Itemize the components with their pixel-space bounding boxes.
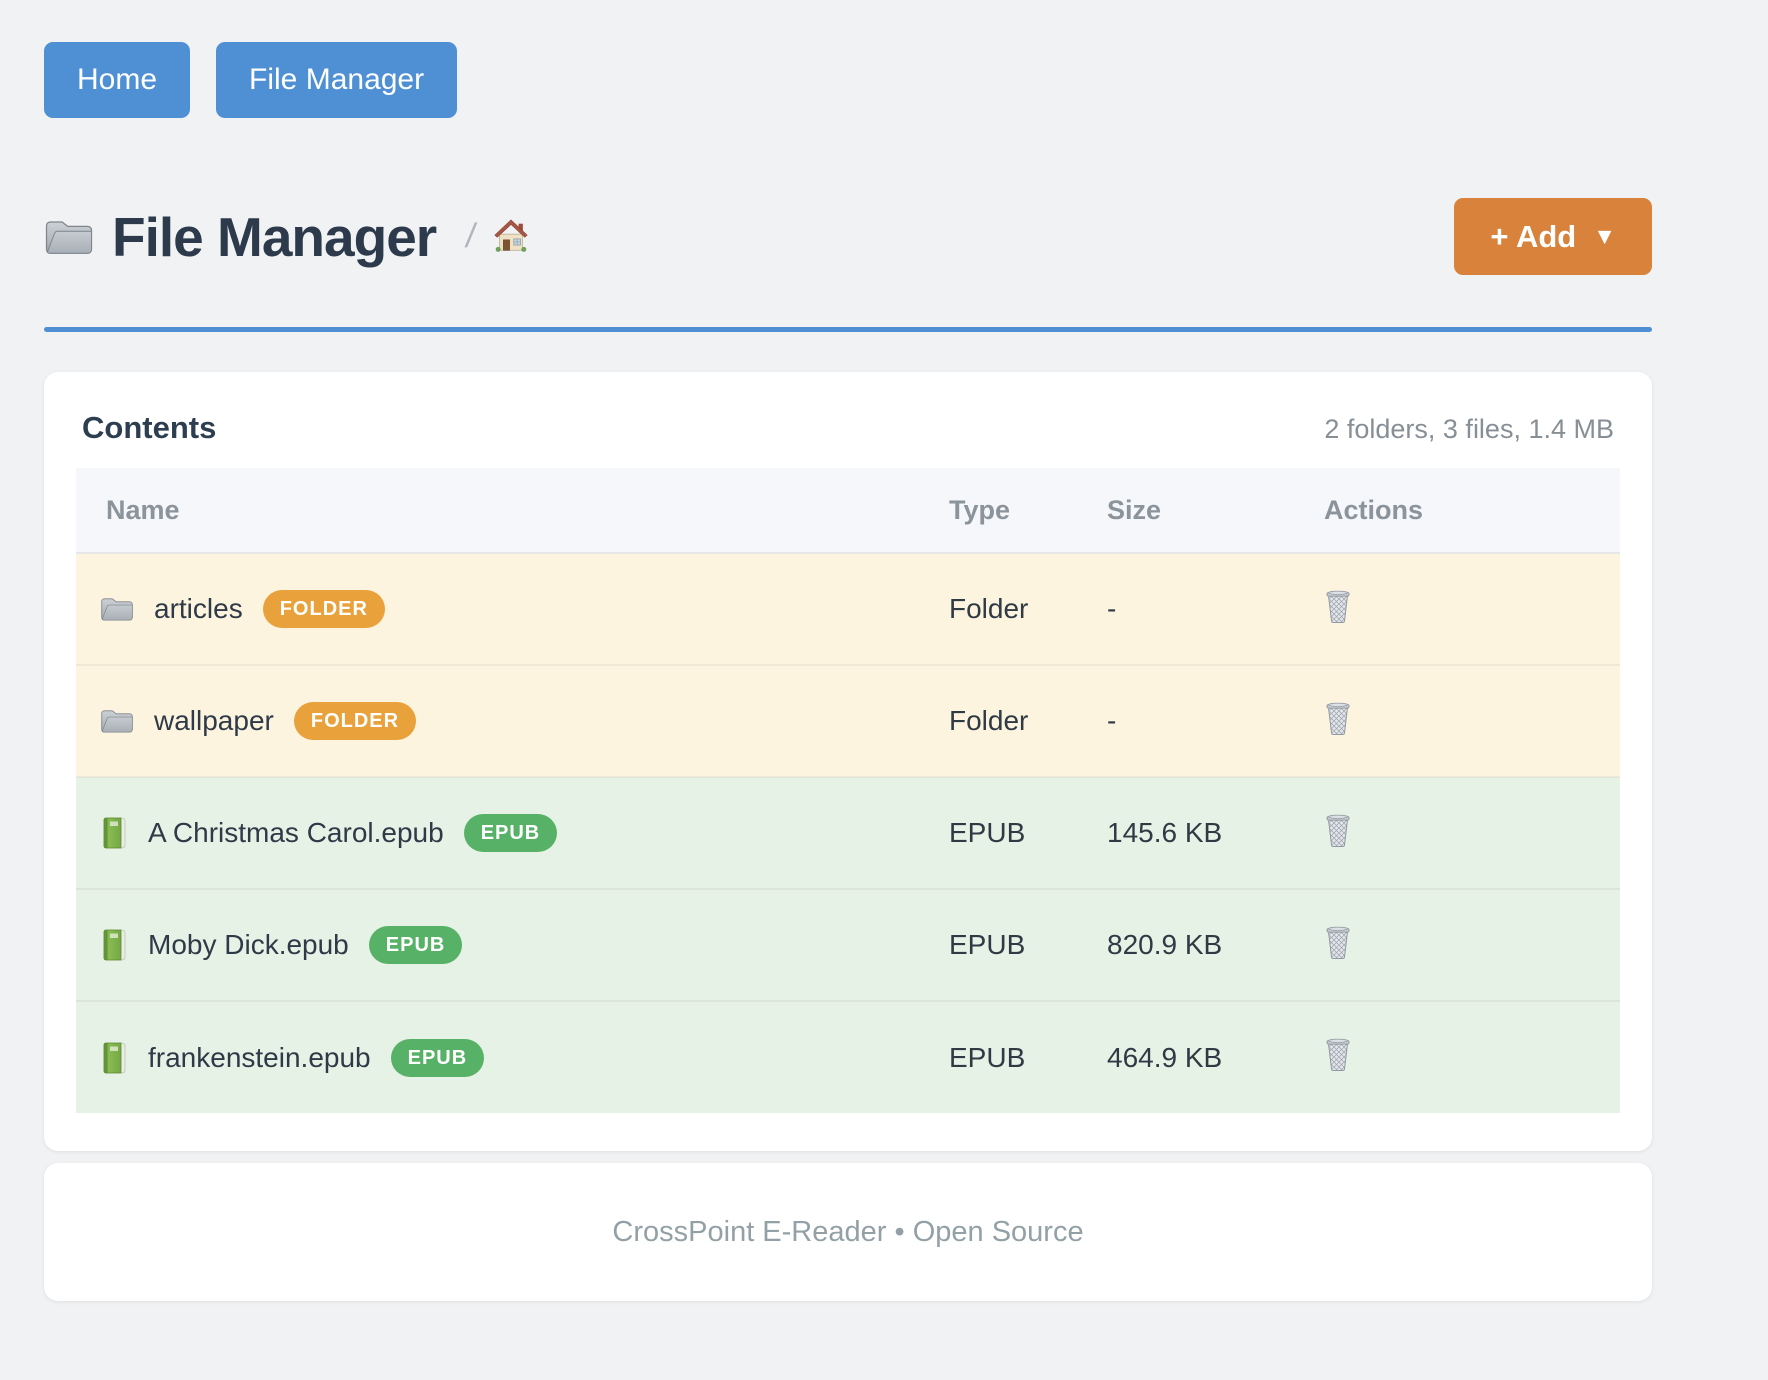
add-button[interactable]: + Add ▼: [1454, 198, 1652, 275]
delete-button[interactable]: [1324, 701, 1352, 735]
row-name-link[interactable]: A Christmas Carol.epub EPUB: [100, 814, 936, 852]
contents-table: Name Type Size Actions articles FOLDER F…: [76, 468, 1620, 1113]
green-book-icon: [100, 817, 128, 849]
trash-icon: [1324, 1037, 1352, 1071]
page-title: File Manager: [112, 205, 437, 268]
delete-button[interactable]: [1324, 589, 1352, 623]
contents-heading: Contents: [82, 410, 217, 445]
table-row[interactable]: articles FOLDER Folder -: [76, 553, 1620, 665]
add-button-label: + Add: [1490, 218, 1577, 254]
footer-card: CrossPoint E-Reader • Open Source: [44, 1163, 1652, 1301]
title-wrap: File Manager /: [44, 205, 530, 269]
row-size: -: [1094, 553, 1290, 665]
table-row[interactable]: A Christmas Carol.epub EPUB EPUB 145.6 K…: [76, 776, 1620, 889]
row-size: -: [1094, 664, 1290, 777]
row-name: Moby Dick.epub: [148, 929, 349, 960]
column-header-name: Name: [76, 468, 936, 554]
page: Home File Manager File Manager / + Add ▼…: [44, 0, 1652, 1301]
row-type: Folder: [936, 553, 1094, 665]
type-badge: FOLDER: [262, 590, 385, 628]
type-badge: EPUB: [390, 1038, 485, 1077]
row-name: wallpaper: [154, 705, 274, 736]
row-type: Folder: [936, 664, 1094, 777]
breadcrumb-separator: /: [463, 217, 479, 255]
contents-card-head: Contents 2 folders, 3 files, 1.4 MB: [76, 410, 1620, 446]
delete-button[interactable]: [1324, 1037, 1352, 1071]
trash-icon: [1324, 813, 1352, 847]
nav-button-file-manager[interactable]: File Manager: [216, 42, 458, 118]
header-divider: [44, 327, 1652, 332]
delete-button[interactable]: [1324, 813, 1352, 847]
row-name-link[interactable]: wallpaper FOLDER: [100, 702, 936, 740]
row-name-link[interactable]: Moby Dick.epub EPUB: [100, 926, 936, 964]
row-name: frankenstein.epub: [148, 1041, 371, 1073]
folder-icon: [100, 706, 134, 736]
trash-icon: [1324, 589, 1352, 623]
column-header-actions: Actions: [1290, 468, 1620, 554]
breadcrumb: /: [463, 217, 530, 256]
table-header-row: Name Type Size Actions: [76, 468, 1620, 554]
type-badge: EPUB: [463, 814, 558, 852]
trash-icon: [1324, 701, 1352, 735]
type-badge: EPUB: [368, 926, 463, 964]
footer-text: CrossPoint E-Reader • Open Source: [612, 1215, 1084, 1248]
contents-summary: 2 folders, 3 files, 1.4 MB: [1324, 414, 1614, 444]
row-type: EPUB: [936, 776, 1094, 889]
column-header-type: Type: [936, 468, 1094, 554]
green-book-icon: [100, 1042, 128, 1074]
contents-card: Contents 2 folders, 3 files, 1.4 MB Name…: [44, 372, 1652, 1151]
column-header-size: Size: [1094, 468, 1290, 554]
folder-icon: [100, 594, 134, 624]
table-row[interactable]: Moby Dick.epub EPUB EPUB 820.9 KB: [76, 888, 1620, 1001]
row-size: 820.9 KB: [1094, 888, 1290, 1001]
row-type: EPUB: [936, 1000, 1094, 1113]
row-name: A Christmas Carol.epub: [148, 817, 444, 848]
folder-icon: [44, 217, 94, 257]
trash-icon: [1324, 925, 1352, 959]
contents-table-body: articles FOLDER Folder - wallpaper FOLDE…: [76, 553, 1620, 1113]
nav-button-home[interactable]: Home: [44, 42, 191, 118]
chevron-down-icon: ▼: [1593, 223, 1616, 249]
top-nav: Home File Manager: [44, 0, 1652, 118]
delete-button[interactable]: [1324, 925, 1352, 959]
row-name: articles: [154, 593, 243, 624]
row-size: 464.9 KB: [1094, 1000, 1290, 1113]
green-book-icon: [100, 929, 128, 961]
home-icon[interactable]: [492, 218, 530, 256]
row-name-link[interactable]: frankenstein.epub EPUB: [100, 1038, 936, 1077]
type-badge: FOLDER: [293, 702, 417, 740]
table-row[interactable]: frankenstein.epub EPUB EPUB 464.9 KB: [76, 1000, 1620, 1113]
row-name-link[interactable]: articles FOLDER: [100, 590, 936, 628]
page-header: File Manager / + Add ▼: [44, 190, 1652, 283]
row-type: EPUB: [936, 888, 1094, 1001]
row-size: 145.6 KB: [1094, 776, 1290, 889]
table-row[interactable]: wallpaper FOLDER Folder -: [76, 664, 1620, 777]
